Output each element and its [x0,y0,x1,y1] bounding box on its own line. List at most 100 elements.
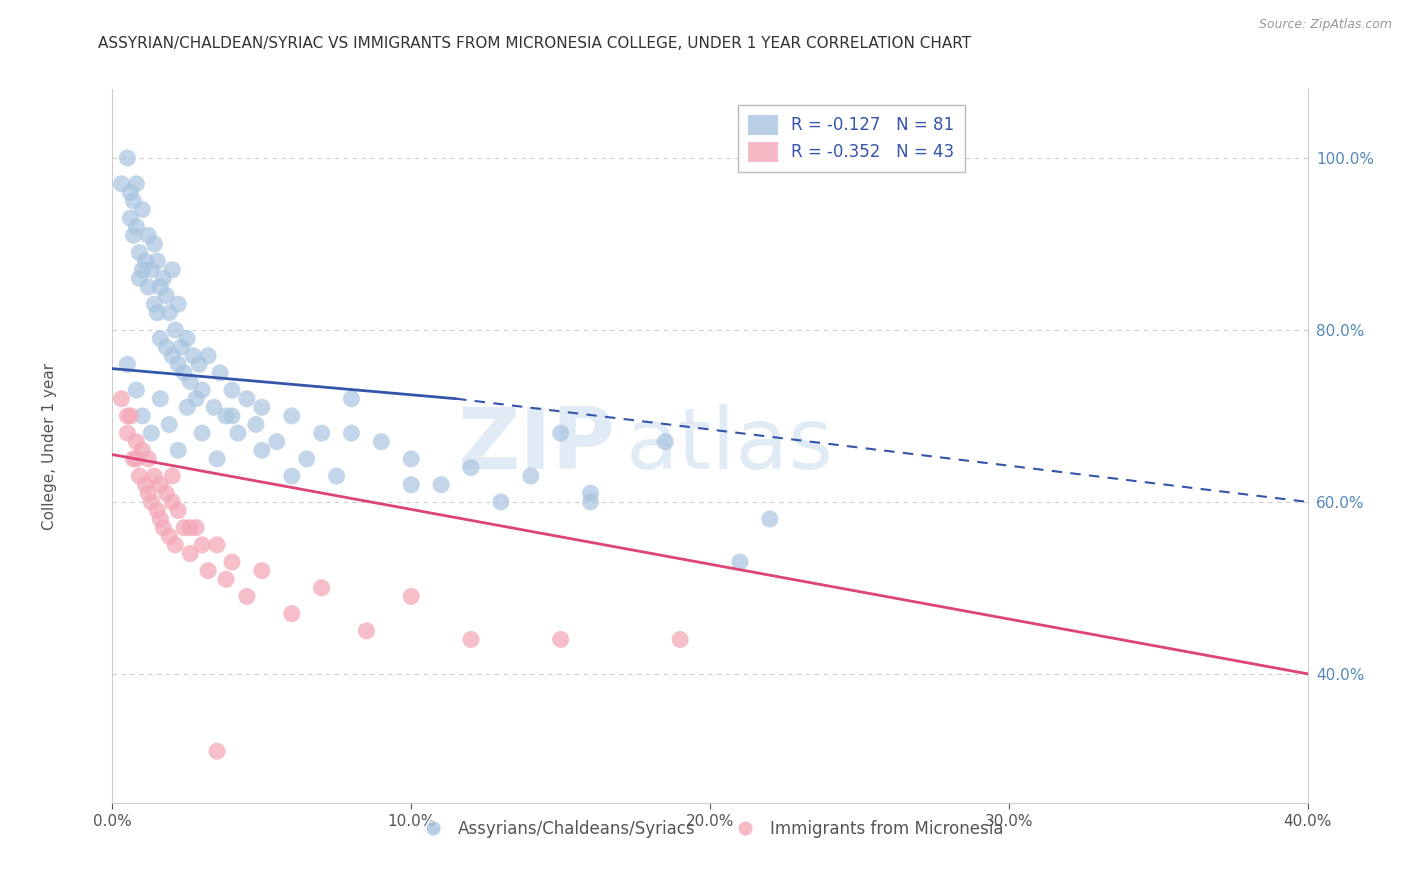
Point [186,521,208,535]
Point [759,512,782,526]
Point [401,477,423,491]
Point [117,357,139,371]
Point [131,262,153,277]
Point [149,512,172,526]
Point [173,521,195,535]
Point [155,486,177,500]
Point [188,357,211,371]
Point [221,383,243,397]
Point [311,426,333,441]
Point [295,451,318,466]
Text: atlas: atlas [627,404,834,488]
Point [728,555,751,569]
Point [281,607,304,621]
Point [162,349,183,363]
Point [167,503,190,517]
Point [197,564,219,578]
Point [157,529,180,543]
Point [460,632,482,647]
Point [167,357,190,371]
Point [122,228,145,243]
Point [152,271,174,285]
Point [143,236,166,251]
Point [205,451,228,466]
Point [401,590,423,604]
Point [221,409,243,423]
Point [197,349,219,363]
Point [138,280,160,294]
Point [138,451,160,466]
Point [579,486,602,500]
Point [202,401,225,415]
Text: ZIP: ZIP [457,404,614,488]
Point [134,477,156,491]
Point [266,434,288,449]
Point [117,426,139,441]
Point [236,392,259,406]
Point [146,306,169,320]
Point [162,262,183,277]
Point [146,254,169,268]
Point [181,349,204,363]
Point [125,177,148,191]
Point [141,495,163,509]
Point [117,151,139,165]
Point [579,495,602,509]
Point [125,434,148,449]
Point [250,443,273,458]
Point [654,434,676,449]
Point [138,486,160,500]
Point [370,434,392,449]
Point [120,211,142,226]
Point [128,469,150,483]
Point [176,332,198,346]
Point [165,323,187,337]
Point [110,177,132,191]
Point [134,254,156,268]
Point [205,538,228,552]
Point [281,409,304,423]
Point [250,401,273,415]
Point [155,340,177,354]
Point [157,306,180,320]
Point [170,340,193,354]
Point [149,392,172,406]
Point [215,572,238,586]
Point [281,469,304,483]
Point [245,417,267,432]
Point [401,451,423,466]
Point [128,245,150,260]
Point [550,426,572,441]
Point [430,477,453,491]
Point [356,624,378,638]
Point [125,451,148,466]
Point [191,538,214,552]
Point [128,271,150,285]
Point [209,366,232,380]
Point [550,632,572,647]
Point [226,426,249,441]
Point [173,366,195,380]
Point [162,495,183,509]
Point [165,538,187,552]
Point [146,503,169,517]
Point [122,194,145,208]
Point [157,417,180,432]
Point [131,409,153,423]
Point [179,546,201,560]
Point [191,383,214,397]
Point [120,186,142,200]
Point [179,375,201,389]
Point [141,262,163,277]
Point [520,469,543,483]
Point [325,469,347,483]
Point [179,521,201,535]
Point [191,426,214,441]
Point [489,495,512,509]
Point [215,409,238,423]
Point [176,401,198,415]
Point [669,632,692,647]
Point [122,451,145,466]
Point [149,477,172,491]
Y-axis label: College, Under 1 year: College, Under 1 year [42,362,56,530]
